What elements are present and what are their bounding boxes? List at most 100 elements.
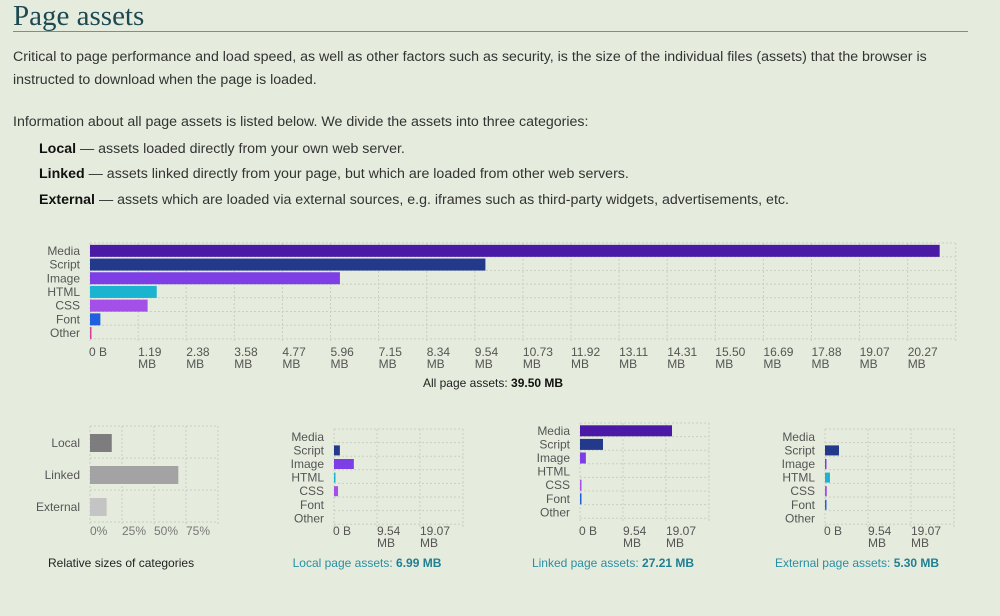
bar-linked: [90, 466, 179, 484]
tick-label: 0 B: [579, 524, 597, 538]
tick-value: 9.54: [377, 524, 401, 538]
tick-label: 14.31 MB: [667, 345, 697, 371]
category-label: Script: [293, 443, 324, 457]
tick-label: 50%: [154, 524, 178, 538]
tick-unit: MB: [715, 357, 733, 371]
tick-value: 11.92: [571, 345, 600, 359]
category-external: External — assets which are loaded via e…: [39, 192, 789, 208]
category-label: Linked: [45, 468, 80, 482]
tick-unit: MB: [377, 536, 395, 550]
caption-label: Local page assets:: [293, 556, 396, 570]
tick-label: 19.07 MB: [420, 524, 450, 550]
tick-value: 2.38: [186, 345, 210, 359]
bar-css: [334, 486, 339, 497]
tick-label: 9.54 MB: [868, 524, 892, 550]
chart-1: Local Linked External 0% 25% 50% 75% Relative s…: [36, 425, 219, 570]
category-label: Media: [537, 424, 570, 438]
tick-label: 8.34 MB: [427, 345, 451, 371]
bar-font: [90, 313, 101, 326]
tick-unit: MB: [523, 357, 541, 371]
tick-unit: MB: [860, 357, 878, 371]
tick-label: 25%: [122, 524, 146, 538]
chart-caption: Linked page assets: 27.21 MB: [532, 556, 694, 570]
category-desc: — assets which are loaded via external s…: [95, 192, 789, 208]
tick-unit: MB: [282, 357, 300, 371]
tick-value: 9.54: [475, 345, 499, 359]
tick-unit: MB: [908, 357, 926, 371]
tick-unit: MB: [812, 357, 830, 371]
tick-label: 3.58 MB: [234, 345, 258, 371]
tick-unit: MB: [186, 357, 204, 371]
tick-unit: MB: [138, 357, 156, 371]
category-label: Image: [47, 271, 81, 285]
tick-value: 9.54: [623, 524, 647, 538]
category-label: HTML: [782, 471, 815, 485]
bar-html: [334, 472, 336, 483]
tick-label: 16.69 MB: [763, 345, 793, 371]
tick-value: 8.34: [427, 345, 451, 359]
category-label: Font: [56, 312, 81, 326]
category-label: CSS: [790, 484, 815, 498]
bar-script: [825, 445, 839, 456]
category-label: Other: [50, 326, 80, 340]
category-local: Local — assets loaded directly from your…: [39, 141, 405, 157]
caption-value: 39.50 MB: [511, 376, 563, 390]
category-linked: Linked — assets linked directly from you…: [39, 166, 629, 182]
caption-value: 5.30 MB: [894, 556, 940, 570]
tick-label: 15.50 MB: [715, 345, 745, 371]
category-label: Script: [49, 258, 80, 272]
caption-label: All page assets:: [423, 376, 511, 390]
category-label: Other: [294, 511, 324, 525]
tick-unit: MB: [667, 357, 685, 371]
bar-script: [334, 445, 340, 456]
category-desc: — assets loaded directly from your own w…: [76, 141, 405, 157]
bar-html: [90, 285, 157, 298]
tick-unit: MB: [427, 357, 445, 371]
tick-label: 7.15 MB: [379, 345, 403, 371]
tick-unit: MB: [763, 357, 781, 371]
category-label: Other: [785, 511, 815, 525]
category-label: HTML: [291, 471, 324, 485]
tick-label: 2.38 MB: [186, 345, 210, 371]
tick-unit: MB: [623, 536, 641, 550]
tick-label: 13.11 MB: [619, 345, 648, 371]
tick-value: 9.54: [868, 524, 892, 538]
tick-label: 10.73 MB: [523, 345, 553, 371]
tick-value: 20.27: [908, 345, 938, 359]
bar-font: [580, 493, 582, 505]
category-label: Local: [51, 436, 80, 450]
title-divider: [13, 31, 968, 32]
tick-value: 10.73: [523, 345, 553, 359]
category-label: Media: [291, 430, 324, 444]
category-name: External: [39, 192, 95, 208]
category-label: CSS: [55, 299, 80, 313]
bar-image: [825, 459, 827, 469]
tick-label: 9.54 MB: [623, 524, 647, 550]
chart-caption: All page assets: 39.50 MB: [423, 376, 563, 390]
caption-label: Relative sizes of categories: [48, 556, 194, 570]
category-label: Image: [537, 451, 571, 465]
category-label: Image: [291, 457, 325, 471]
caption-value: 6.99 MB: [396, 556, 442, 570]
tick-value: 19.07: [666, 524, 696, 538]
tick-unit: MB: [234, 357, 252, 371]
category-label: Script: [539, 437, 570, 451]
tick-unit: MB: [619, 357, 637, 371]
tick-label: 11.92 MB: [571, 345, 600, 371]
tick-unit: MB: [475, 357, 493, 371]
tick-label: 4.77 MB: [282, 345, 306, 371]
category-label: Media: [47, 244, 80, 258]
tick-label: 9.54 MB: [475, 345, 499, 371]
tick-label: 5.96 MB: [331, 345, 355, 371]
tick-value: 13.11: [619, 345, 648, 359]
bar-other: [90, 327, 92, 340]
category-label: Font: [791, 498, 816, 512]
tick-unit: MB: [571, 357, 589, 371]
tick-value: 19.07: [911, 524, 941, 538]
chart-caption: Local page assets: 6.99 MB: [293, 556, 442, 570]
chart-caption: External page assets: 5.30 MB: [775, 556, 939, 570]
page-title: Page assets: [13, 0, 145, 32]
